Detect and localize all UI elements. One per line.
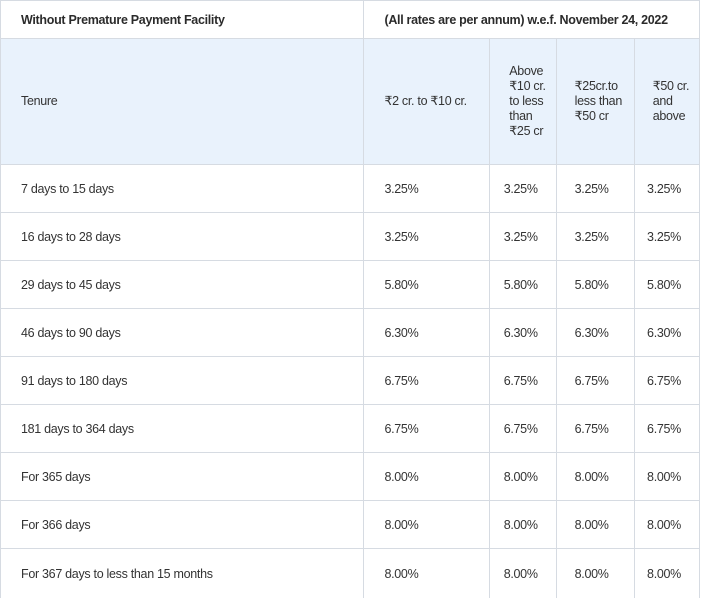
rate-cell: 3.25% <box>489 212 557 261</box>
tenure-cell: For 365 days <box>0 452 365 501</box>
rate-cell: 8.00% <box>489 452 557 501</box>
tenure-cell: 29 days to 45 days <box>0 260 365 309</box>
header-tenure: Tenure <box>0 38 365 165</box>
rate-cell: 8.00% <box>363 500 491 549</box>
rate-cell: 5.80% <box>363 260 491 309</box>
rate-cell: 8.00% <box>633 548 701 598</box>
rate-cell: 5.80% <box>633 260 701 309</box>
rate-cell: 6.30% <box>363 308 491 357</box>
rate-cell: 6.75% <box>489 404 557 453</box>
table-row: For 365 days 8.00% 8.00% 8.00% 8.00% <box>0 452 701 501</box>
rate-cell: 6.75% <box>363 356 491 405</box>
tenure-cell: 91 days to 180 days <box>0 356 365 405</box>
rate-cell: 8.00% <box>363 548 491 598</box>
rate-cell: 6.75% <box>555 404 635 453</box>
rate-cell: 8.00% <box>489 500 557 549</box>
rates-note: (All rates are per annum) w.e.f. Novembe… <box>363 0 700 39</box>
tenure-cell: 46 days to 90 days <box>0 308 365 357</box>
rate-cell: 6.30% <box>633 308 701 357</box>
rate-cell: 6.30% <box>489 308 557 357</box>
rate-cell: 5.80% <box>489 260 557 309</box>
rate-cell: 8.00% <box>633 452 701 501</box>
rate-cell: 6.75% <box>489 356 557 405</box>
rate-cell: 3.25% <box>363 164 491 213</box>
header-2cr-to-10cr: ₹2 cr. to ₹10 cr. <box>363 38 491 165</box>
table-title: Without Premature Payment Facility <box>0 0 365 39</box>
rate-cell: 6.30% <box>555 308 635 357</box>
table-row: 16 days to 28 days 3.25% 3.25% 3.25% 3.2… <box>0 212 701 261</box>
rate-cell: 5.80% <box>555 260 635 309</box>
rate-cell: 6.75% <box>555 356 635 405</box>
rate-cell: 6.75% <box>633 404 701 453</box>
table-row: For 366 days 8.00% 8.00% 8.00% 8.00% <box>0 500 701 549</box>
rate-cell: 3.25% <box>555 164 635 213</box>
rate-cell: 8.00% <box>633 500 701 549</box>
rate-cell: 3.25% <box>363 212 491 261</box>
rate-cell: 8.00% <box>363 452 491 501</box>
table-row: 181 days to 364 days 6.75% 6.75% 6.75% 6… <box>0 404 701 453</box>
table-row: 7 days to 15 days 3.25% 3.25% 3.25% 3.25… <box>0 164 701 213</box>
rate-cell: 3.25% <box>633 164 701 213</box>
tenure-cell: 7 days to 15 days <box>0 164 365 213</box>
header-25cr-to-50cr: ₹25cr.to less than ₹50 cr <box>555 38 635 165</box>
rate-cell: 6.75% <box>633 356 701 405</box>
rate-cell: 8.00% <box>555 452 635 501</box>
rate-cell: 8.00% <box>555 500 635 549</box>
header-row: Tenure ₹2 cr. to ₹10 cr. Above ₹10 cr. t… <box>0 38 701 165</box>
table-row: 29 days to 45 days 5.80% 5.80% 5.80% 5.8… <box>0 260 701 309</box>
tenure-cell: For 367 days to less than 15 months <box>0 548 365 598</box>
tenure-cell: 16 days to 28 days <box>0 212 365 261</box>
rate-cell: 8.00% <box>489 548 557 598</box>
table-row: 91 days to 180 days 6.75% 6.75% 6.75% 6.… <box>0 356 701 405</box>
header-10cr-to-25cr: Above ₹10 cr. to less than ₹25 cr <box>489 38 557 165</box>
table-title-row: Without Premature Payment Facility (All … <box>0 0 700 39</box>
table-row: For 367 days to less than 15 months 8.00… <box>0 548 701 598</box>
table-row: 46 days to 90 days 6.30% 6.30% 6.30% 6.3… <box>0 308 701 357</box>
rate-cell: 3.25% <box>489 164 557 213</box>
tenure-cell: For 366 days <box>0 500 365 549</box>
tenure-cell: 181 days to 364 days <box>0 404 365 453</box>
rate-cell: 3.25% <box>555 212 635 261</box>
header-50cr-and-above: ₹50 cr. and above <box>633 38 701 165</box>
rate-cell: 8.00% <box>555 548 635 598</box>
rate-cell: 3.25% <box>633 212 701 261</box>
rate-cell: 6.75% <box>363 404 491 453</box>
